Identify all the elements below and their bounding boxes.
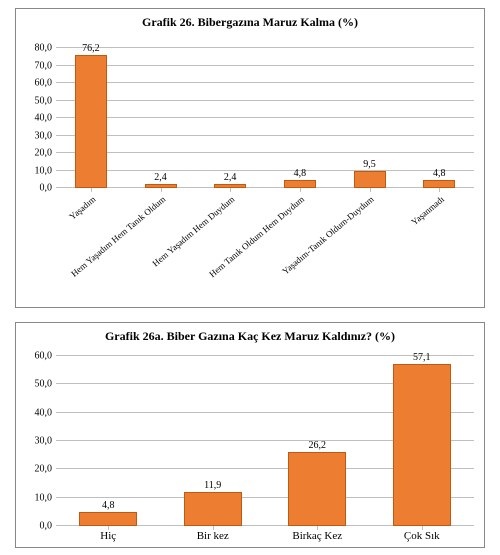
y-tick-label: 60,0 (35, 78, 57, 89)
chart-26: Grafik 26. Bibergazına Maruz Kalma (%) 0… (15, 8, 485, 308)
y-tick-label: 0,0 (40, 183, 57, 194)
x-slot: Birkaç Kez (265, 526, 370, 548)
bar-value-label: 26,2 (309, 440, 327, 453)
plot-area: 0,010,020,030,040,050,060,04,811,926,257… (56, 356, 474, 526)
y-tick-label: 40,0 (35, 407, 57, 418)
y-tick-label: 50,0 (35, 379, 57, 390)
bar: 4,8 (79, 512, 137, 526)
bar: 9,5 (354, 171, 386, 188)
y-tick-label: 30,0 (35, 130, 57, 141)
bar: 4,8 (423, 180, 455, 188)
bar: 26,2 (288, 452, 346, 526)
y-tick-label: 20,0 (35, 464, 57, 475)
x-slot: Hem Tanık Oldum Hem Duydum (265, 188, 335, 308)
bar-slot: 26,2 (265, 356, 370, 526)
y-tick-label: 20,0 (35, 148, 57, 159)
x-tick (161, 188, 162, 192)
y-tick-label: 80,0 (35, 43, 57, 54)
bars: 76,2 2,4 2,4 4,8 9,5 4,8 (56, 48, 474, 188)
x-axis: Yaşadım Hem Yaşadım Hem Tanık OldumHem Ya… (56, 188, 474, 308)
chart-title: Grafik 26. Bibergazına Maruz Kalma (%) (16, 9, 484, 32)
y-tick-label: 50,0 (35, 95, 57, 106)
x-slot: Yaşadım (56, 188, 126, 308)
bar-slot: 4,8 (56, 356, 161, 526)
bar-value-label: 57,1 (413, 352, 431, 365)
y-tick-label: 60,0 (35, 351, 57, 362)
bar-value-label: 4,8 (102, 500, 115, 513)
x-tick (108, 526, 109, 530)
x-slot: Çok Sık (370, 526, 475, 548)
x-axis: HiçBir kezBirkaç KezÇok Sık (56, 526, 474, 548)
x-tick (213, 526, 214, 530)
bar-value-label: 9,5 (363, 159, 376, 172)
plot-area: 0,010,020,030,040,050,060,070,080,076,22… (56, 48, 474, 188)
bar-slot: 4,8 (265, 48, 335, 188)
x-slot: Bir kez (161, 526, 266, 548)
chart-26a: Grafik 26a. Biber Gazına Kaç Kez Maruz K… (15, 322, 485, 548)
bar-slot: 4,8 (404, 48, 474, 188)
bar: 11,9 (184, 492, 242, 526)
bars: 4,8 11,9 26,2 57,1 (56, 356, 474, 526)
bar-slot: 2,4 (126, 48, 196, 188)
y-tick-label: 30,0 (35, 436, 57, 447)
x-tick (439, 188, 440, 192)
bar: 57,1 (393, 364, 451, 526)
bar-value-label: 2,4 (154, 172, 167, 185)
bar: 4,8 (284, 180, 316, 188)
bar-value-label: 11,9 (204, 480, 221, 493)
bar-value-label: 4,8 (294, 168, 307, 181)
y-tick-label: 0,0 (40, 521, 57, 532)
x-tick (230, 188, 231, 192)
y-tick-label: 40,0 (35, 113, 57, 124)
x-tick-label: Yaşanmadı (409, 194, 446, 227)
bar-slot: 57,1 (370, 356, 475, 526)
bar-slot: 11,9 (161, 356, 266, 526)
x-tick (317, 526, 318, 530)
bar-slot: 76,2 (56, 48, 126, 188)
bar-value-label: 4,8 (433, 168, 446, 181)
y-tick-label: 70,0 (35, 60, 57, 71)
bar: 76,2 (75, 55, 107, 188)
chart-title: Grafik 26a. Biber Gazına Kaç Kez Maruz K… (16, 323, 484, 346)
bar-slot: 9,5 (335, 48, 405, 188)
y-tick-label: 10,0 (35, 492, 57, 503)
x-tick (370, 188, 371, 192)
x-slot: Hiç (56, 526, 161, 548)
x-tick (91, 188, 92, 192)
x-tick (300, 188, 301, 192)
bar-value-label: 76,2 (82, 43, 100, 56)
x-slot: Yaşadım-Tanık Oldum-Duydum (335, 188, 405, 308)
x-tick (422, 526, 423, 530)
y-tick-label: 10,0 (35, 165, 57, 176)
x-slot: Yaşanmadı (404, 188, 474, 308)
x-slot: Hem Yaşadım Hem Duydum (195, 188, 265, 308)
bar-slot: 2,4 (195, 48, 265, 188)
bar-value-label: 2,4 (224, 172, 237, 185)
x-tick-label: Yaşadım (67, 194, 97, 222)
x-slot: Hem Yaşadım Hem Tanık Oldum (126, 188, 196, 308)
